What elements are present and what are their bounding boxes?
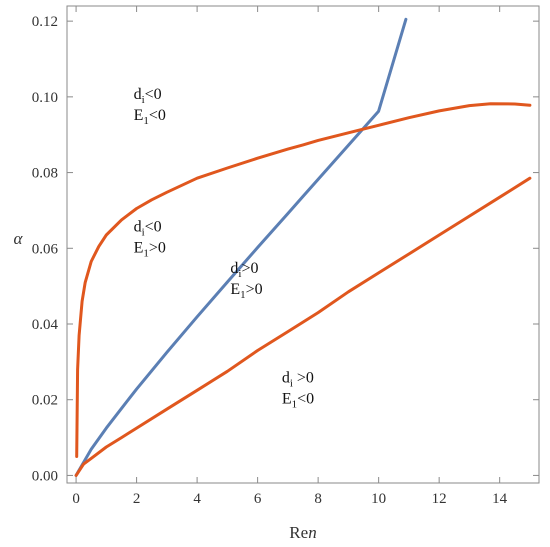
region-label-line: E1>0 (134, 239, 166, 259)
region-label-line: E1<0 (134, 107, 166, 127)
series-layer (74, 17, 532, 477)
y-tick-label: 0.10 (32, 90, 58, 106)
region-label-4: di >0E1<0 (282, 370, 314, 411)
region-label-line: di<0 (134, 86, 162, 106)
region-label-1: di<0E1<0 (134, 86, 166, 127)
y-axis-label: α (14, 229, 24, 248)
y-tick-label: 0.00 (32, 468, 58, 484)
y-tick-label: 0.08 (32, 166, 58, 182)
y-tick-label: 0.04 (32, 317, 59, 333)
x-tick-label: 10 (371, 491, 386, 507)
series-line-1 (74, 17, 408, 477)
region-label-line: di>0 (230, 260, 258, 280)
y-tick-label: 0.02 (32, 393, 58, 409)
x-tick-label: 8 (314, 491, 322, 507)
annotation-layer: di<0E1<0di<0E1>0di>0E1>0di >0E1<0 (134, 86, 315, 411)
y-tick-label: 0.12 (32, 14, 58, 30)
x-tick-label: 2 (133, 491, 141, 507)
y-tick-label: 0.06 (32, 241, 59, 257)
plot-frame (66, 5, 540, 484)
x-tick-label: 6 (254, 491, 262, 507)
x-tick-label: 4 (193, 491, 201, 507)
region-label-line: di<0 (134, 218, 162, 238)
series-line-2 (75, 102, 532, 458)
series-line-3 (74, 176, 532, 477)
region-label-line: E1>0 (230, 281, 262, 301)
region-label-line: E1<0 (282, 391, 314, 411)
region-label-2: di<0E1>0 (134, 218, 166, 259)
x-tick-label: 0 (72, 491, 80, 507)
x-tick-label: 12 (432, 491, 447, 507)
region-label-line: di >0 (282, 370, 314, 390)
region-label-3: di>0E1>0 (230, 260, 262, 301)
axis-ticks: 0 2 4 6 8 10 12 14 0.00 0.02 0.04 0.06 0.08 0.10 0.12 (32, 6, 539, 507)
x-axis-label: Ren (289, 523, 316, 542)
x-tick-label: 14 (492, 491, 508, 507)
